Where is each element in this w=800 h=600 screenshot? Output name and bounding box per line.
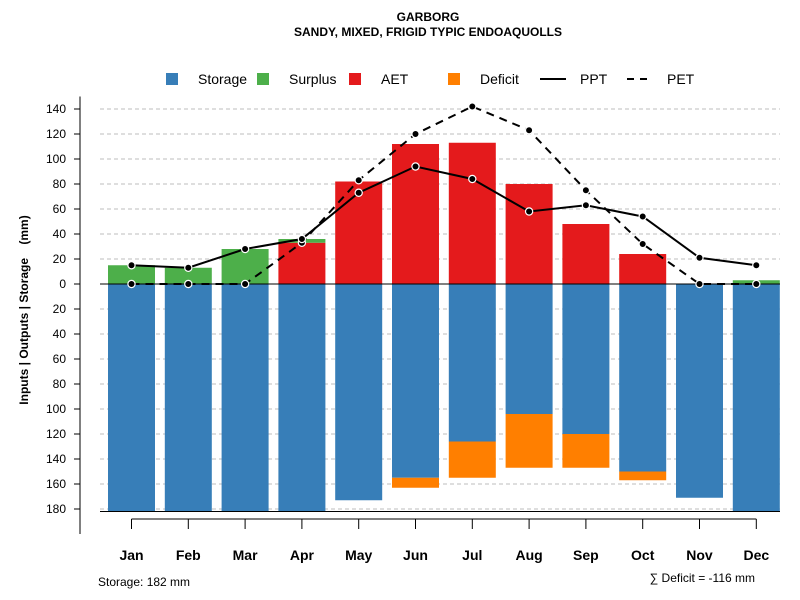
storage-bar [619,284,667,472]
deficit-bar [448,441,496,478]
aet-bar [448,142,496,284]
legend-label: PET [667,71,695,87]
y-tick-label: 60 [53,202,67,216]
pet-point [581,186,591,195]
surplus-bar [164,267,212,284]
pet-point [184,279,193,289]
ppt-point [354,188,363,197]
y-tick-label: 40 [53,327,67,341]
pet-point [468,102,477,111]
pet-point [524,126,534,135]
pet-point [240,279,250,289]
deficit-footnote: ∑ Deficit = -116 mm [650,571,755,585]
y-tick-label: 140 [46,102,66,116]
deficit-bar [619,471,667,481]
y-tick-label: 40 [53,227,67,241]
y-tick-label: 100 [46,152,66,166]
chart-title: GARBORG [397,10,460,24]
aet-bar [619,254,667,284]
aet-bar [562,224,610,284]
storage-bar [221,284,269,512]
ppt-point [240,244,250,254]
x-tick-label: May [345,547,372,563]
x-tick-label: Jun [403,547,428,563]
x-tick-label: Apr [290,547,315,563]
storage-bar [278,284,326,512]
storage-bar [562,284,610,434]
x-tick-label: Jul [462,547,482,563]
bars [100,142,780,512]
pet-line [131,105,757,285]
x-tick-label: Feb [176,547,201,563]
x-tick-label: Jan [119,547,143,563]
ppt-point [184,263,193,272]
legend-swatch [448,73,460,85]
legend-swatch [349,73,361,85]
y-tick-label: 0 [59,277,66,291]
pet-point [354,176,363,185]
y-tick-label: 60 [53,352,67,366]
pet-point [411,129,420,139]
x-tick-label: Dec [743,547,769,563]
legend-label: Surplus [289,71,336,87]
deficit-bar [505,414,553,468]
x-tick-label: Sep [573,547,599,563]
y-tick-label: 80 [53,177,67,191]
storage-bar [676,284,723,498]
legend-label: Deficit [480,71,519,87]
x-tick-label: Aug [515,547,542,563]
ppt-line [131,165,757,269]
y-tick-label: 80 [53,377,67,391]
y-tick-label: 100 [46,402,66,416]
storage-bar [164,284,212,512]
legend: Storage Surplus AET Deficit PPT PET [166,71,695,87]
deficit-bar [562,434,610,468]
gridlines [100,108,780,510]
ppt-point [127,261,136,270]
ppt-point [752,261,761,270]
ppt-point [581,201,591,210]
y-tick-label: 140 [46,452,66,466]
y-tick-label: 120 [46,427,66,441]
ppt-point [297,234,307,244]
lines [127,102,761,289]
aet-bar [278,242,326,284]
pet-point [127,279,136,289]
axes: 140 120 100 80 60 40 20 0 20 40 60 80 100 120 140 160 18… [46,96,769,563]
x-tick-label: Oct [631,547,655,563]
storage-bar [505,284,553,414]
aet-bar [505,184,553,284]
pet-point [638,239,647,249]
y-tick-label: 20 [53,252,67,266]
y-tick-label: 20 [53,302,67,316]
y-tick-label: 120 [46,127,66,141]
legend-swatch [257,73,269,85]
storage-bar [732,284,780,512]
legend-label: PPT [580,71,608,87]
surplus-bar [108,265,155,284]
deficit-bar [392,477,439,488]
ppt-point [638,212,647,221]
storage-bar [335,284,383,501]
x-tick-label: Mar [233,547,258,563]
legend-label: AET [381,71,409,87]
x-tick-label: Nov [686,547,713,563]
chart-subtitle: SANDY, MIXED, FRIGID TYPIC ENDOAQUOLLS [294,25,562,39]
y-axis-label: Inputs | Outputs | Storage (mm) [17,215,31,404]
storage-footnote: Storage: 182 mm [98,575,190,589]
y-tick-label: 180 [46,502,66,516]
storage-bar [448,284,496,442]
ppt-point [468,174,477,184]
storage-bar [392,284,439,478]
pet-point [752,279,761,289]
ppt-point [524,207,534,216]
legend-label: Storage [198,71,247,87]
storage-bar [108,284,155,512]
y-tick-label: 160 [46,477,66,491]
ppt-point [411,162,420,171]
pet-point [695,279,704,289]
ppt-point [695,253,704,262]
legend-swatch [166,73,178,85]
